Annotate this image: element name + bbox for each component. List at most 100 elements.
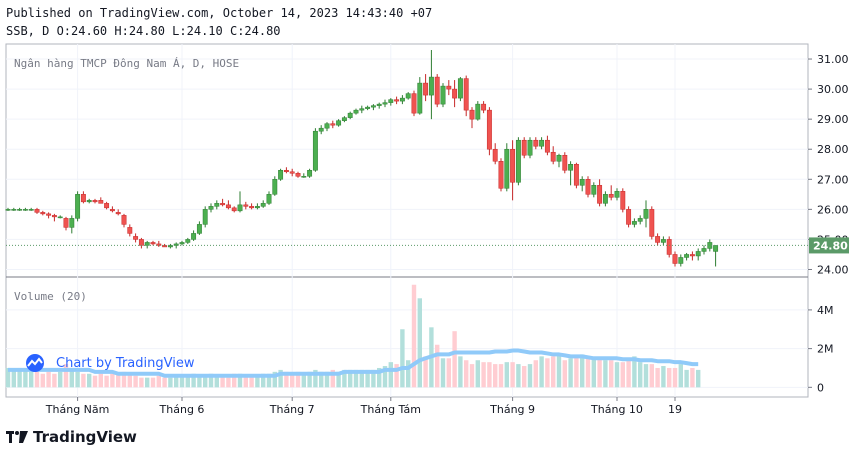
volume-bar — [29, 371, 34, 388]
volume-bar — [179, 375, 185, 388]
candle-body — [57, 216, 63, 219]
volume-bar — [568, 358, 573, 388]
candle-body — [678, 257, 684, 264]
candle-body — [399, 97, 405, 102]
volume-bar — [121, 371, 127, 388]
time-tick-label: Tháng Năm — [45, 403, 110, 416]
candle-body — [127, 227, 133, 234]
volume-bar — [371, 369, 376, 388]
last-price-label: 24.80 — [813, 239, 848, 252]
candle-body — [220, 203, 226, 206]
tv-logo-icon — [6, 431, 28, 443]
volume-bar — [585, 356, 591, 388]
candle-body — [521, 139, 527, 156]
volume-bar — [353, 369, 359, 388]
volume-bar — [597, 358, 602, 388]
time-tick-label: 19 — [668, 403, 682, 416]
volume-bar — [23, 367, 28, 388]
volume-bar — [214, 375, 219, 388]
candle-body — [202, 209, 208, 225]
volume-bar — [58, 371, 63, 388]
volume-bar — [145, 377, 150, 388]
volume-bar — [295, 371, 301, 388]
candle-body — [394, 99, 400, 102]
candle-body — [225, 204, 231, 209]
candle-body — [266, 194, 272, 204]
candle-body — [539, 139, 545, 147]
candle-body — [556, 154, 562, 162]
candle-body — [469, 109, 475, 120]
volume-bar — [237, 373, 243, 388]
volume-bar — [452, 331, 457, 388]
candle-body — [602, 194, 608, 204]
candle-body — [104, 203, 110, 209]
candle-body — [405, 93, 411, 99]
candle-body — [324, 123, 330, 129]
volume-bar — [406, 360, 411, 388]
volume-bar — [174, 375, 179, 388]
volume-bar — [208, 373, 214, 388]
candle-body — [550, 151, 556, 162]
volume-bar — [92, 375, 98, 388]
volume-bar — [626, 360, 631, 388]
candle-body — [115, 212, 121, 215]
volume-bar — [533, 360, 538, 388]
candle-body — [498, 161, 504, 189]
candle-body — [254, 206, 260, 209]
volume-bar — [643, 364, 649, 388]
volume-bar — [46, 371, 51, 388]
candle-body — [440, 85, 446, 105]
volume-bar — [556, 354, 562, 388]
candle-body — [11, 209, 17, 211]
volume-bar — [614, 362, 620, 388]
candle-body — [295, 173, 301, 177]
tradingview-watermark[interactable]: Chart by TradingView — [22, 353, 194, 373]
candle-body — [156, 243, 162, 246]
volume-bar — [562, 360, 567, 388]
candle-body — [434, 76, 440, 105]
volume-bar — [139, 377, 144, 388]
volume-bar — [684, 369, 689, 388]
volume-title: Volume (20) — [14, 290, 87, 303]
volume-bar — [197, 375, 202, 388]
candle-body — [614, 191, 620, 198]
candle-body — [185, 239, 191, 243]
candle-body — [457, 78, 463, 99]
candle-body — [28, 209, 34, 211]
volume-bar — [116, 373, 121, 388]
volume-bar — [98, 373, 103, 388]
candle-body — [568, 164, 574, 171]
candle-body — [231, 207, 237, 212]
price-tick-label: 26.00 — [817, 203, 849, 216]
volume-bar — [394, 364, 399, 388]
candle-body — [579, 179, 585, 186]
volume-bar — [504, 362, 509, 388]
candle-body — [173, 243, 179, 246]
candle-body — [713, 245, 719, 252]
candle-body — [98, 200, 104, 204]
volume-bar — [342, 369, 347, 388]
tradingview-logo[interactable]: TradingView — [6, 428, 137, 446]
candle-body — [666, 239, 672, 255]
volume-bar — [336, 371, 341, 388]
candle-body — [86, 200, 92, 203]
volume-bar — [603, 360, 608, 388]
candle-body — [92, 200, 98, 203]
time-tick-label: Tháng Tám — [360, 403, 421, 416]
volume-bar — [388, 362, 393, 388]
candle-body — [620, 191, 626, 210]
volume-bar — [87, 373, 92, 388]
volume-bar — [661, 366, 666, 388]
published-header: Published on TradingView.com, October 14… — [6, 6, 433, 20]
candle-body — [138, 239, 144, 246]
volume-bar — [458, 356, 463, 388]
volume-bar — [539, 356, 544, 388]
volume-bar — [591, 358, 596, 388]
volume-bar — [278, 369, 283, 388]
candle-body — [121, 215, 127, 225]
candle-body — [179, 242, 185, 245]
volume-bar — [667, 367, 672, 388]
candle-body — [40, 212, 46, 215]
candle-body — [486, 109, 492, 150]
